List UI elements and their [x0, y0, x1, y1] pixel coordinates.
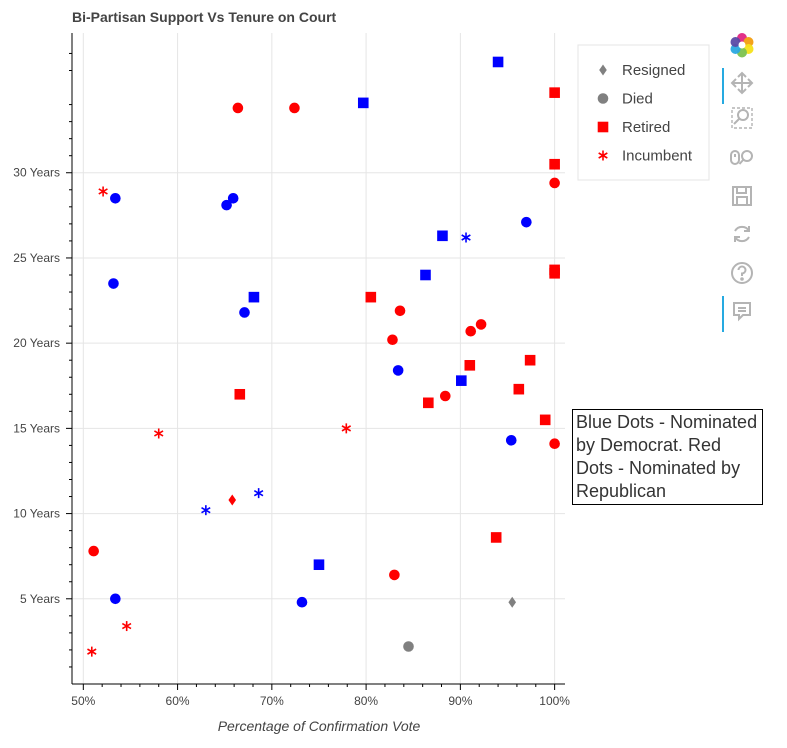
x-tick-label: 90%: [448, 694, 472, 708]
point-resigned: [228, 494, 237, 506]
point-retired: [549, 267, 560, 279]
hover-icon: [731, 300, 753, 322]
point-died: [88, 545, 99, 557]
point-died: [387, 334, 398, 346]
legend-marker-died: [597, 93, 609, 104]
wheel-zoom-tool[interactable]: [722, 141, 762, 175]
point-resigned: [508, 596, 517, 608]
point-retired: [464, 360, 476, 371]
point-incumbent: [98, 186, 108, 197]
x-tick-label: 100%: [539, 694, 570, 708]
point-died: [505, 435, 517, 446]
x-tick-label: 50%: [71, 694, 95, 708]
legend-label-resigned: Resigned: [622, 62, 685, 79]
point-died: [232, 102, 244, 114]
point-retired: [420, 269, 431, 281]
save-tool[interactable]: [722, 179, 762, 213]
toolbar: [722, 28, 762, 348]
point-incumbent: [461, 232, 471, 243]
legend-label-retired: Retired: [622, 119, 670, 136]
box-zoom-tool[interactable]: [722, 101, 762, 135]
grid-lines: [72, 33, 565, 684]
point-incumbent: [341, 423, 352, 434]
point-retired: [549, 158, 560, 170]
axes: [71, 33, 565, 685]
point-died: [289, 102, 300, 114]
ticks: 50% 60% 70% 80% 90% 100% 5 Years 10 Years 15 Yea…: [13, 52, 570, 708]
point-incumbent: [253, 488, 264, 499]
point-died: [465, 325, 477, 337]
point-retired: [248, 291, 260, 303]
point-incumbent: [121, 621, 132, 632]
point-died: [549, 177, 560, 189]
chart-title: Bi-Partisan Support Vs Tenure on Court: [72, 9, 337, 25]
point-retired: [456, 375, 467, 386]
pan-icon: [730, 71, 754, 95]
point-died: [108, 278, 119, 289]
y-tick-label: 15 Years: [13, 421, 60, 435]
point-retired: [357, 97, 369, 109]
point-retired: [539, 414, 551, 426]
point-incumbent: [87, 646, 97, 657]
point-died: [296, 596, 308, 608]
point-died: [110, 193, 121, 204]
x-tick-label: 70%: [260, 694, 284, 708]
point-died: [439, 390, 451, 402]
box-zoom-icon: [729, 105, 755, 131]
point-died: [227, 193, 239, 204]
point-died: [389, 569, 400, 581]
legend: Resigned Died Retired Incumbent: [577, 44, 710, 181]
point-retired: [524, 354, 536, 366]
point-retired: [365, 291, 377, 303]
data-points: [87, 56, 560, 657]
pan-tool[interactable]: [722, 66, 762, 104]
point-died: [403, 641, 414, 652]
reset-icon: [730, 222, 754, 246]
legend-marker-resigned: [599, 64, 607, 76]
point-retired: [513, 383, 525, 395]
point-retired: [490, 532, 502, 543]
y-tick-label: 5 Years: [20, 592, 60, 606]
x-tick-label: 60%: [166, 694, 190, 708]
point-incumbent: [201, 505, 211, 516]
party-note: Blue Dots - Nominated by Democrat. Red D…: [572, 409, 763, 505]
point-died: [475, 319, 487, 330]
legend-label-incumbent: Incumbent: [622, 148, 693, 165]
point-retired: [423, 397, 434, 409]
reset-tool[interactable]: [722, 217, 762, 251]
help-icon: [730, 261, 754, 285]
point-died: [549, 438, 560, 450]
bokeh-logo-tool: [722, 28, 762, 62]
x-axis-label: Percentage of Confirmation Vote: [218, 718, 421, 734]
point-died: [239, 307, 250, 318]
wheel-zoom-icon: [729, 147, 755, 169]
legend-marker-retired: [597, 121, 609, 133]
bokeh-logo-icon: [729, 32, 755, 58]
point-died: [394, 305, 406, 317]
save-icon: [730, 184, 754, 208]
y-tick-label: 25 Years: [13, 251, 60, 265]
hover-tool[interactable]: [722, 294, 762, 332]
point-died: [221, 199, 232, 211]
x-tick-label: 80%: [354, 694, 378, 708]
point-retired: [234, 388, 246, 400]
point-died: [392, 365, 404, 376]
legend-label-died: Died: [622, 91, 653, 108]
y-tick-label: 20 Years: [13, 336, 60, 350]
y-tick-label: 10 Years: [13, 507, 60, 521]
point-retired: [549, 87, 560, 98]
point-incumbent: [153, 428, 164, 439]
point-died: [110, 593, 121, 605]
point-retired: [313, 559, 325, 571]
help-tool[interactable]: [722, 256, 762, 290]
legend-marker-incumbent: [598, 150, 608, 161]
point-retired: [437, 230, 448, 242]
point-died: [521, 216, 532, 228]
y-tick-label: 30 Years: [13, 166, 60, 180]
point-retired: [492, 56, 504, 68]
